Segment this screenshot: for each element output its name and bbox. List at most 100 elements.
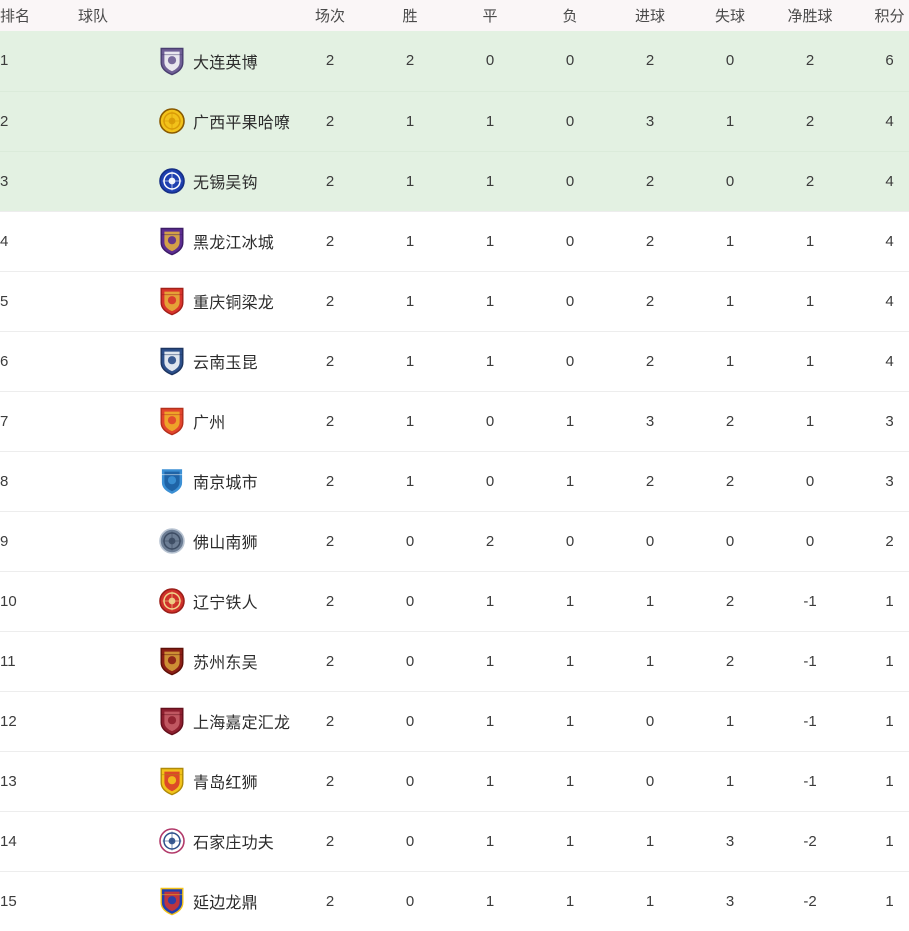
cell-draw: 0: [450, 450, 530, 511]
cell-goals-for: 1: [610, 870, 690, 931]
cell-goal-diff: -1: [770, 750, 850, 811]
cell-rank: 14: [0, 810, 78, 871]
table-row[interactable]: 13 青岛红狮 2 0 1 1 0 1 -1 1: [0, 750, 909, 811]
cell-draw: 1: [450, 270, 530, 331]
table-row[interactable]: 3 无锡吴钩 2 1 1 0 2 0 2 4: [0, 150, 909, 211]
cell-team[interactable]: 石家庄功夫: [78, 810, 290, 871]
cell-win: 0: [370, 630, 450, 691]
cell-win: 2: [370, 31, 450, 91]
header-draw[interactable]: 平: [450, 0, 530, 31]
table-body: 1 大连英博 2 2 0 0 2 0 2 6 2 广西平果哈嘹 2 1 1 0 3 1 2 4 3 无锡吴钩 2 1 1 0 2 0 2…: [0, 31, 909, 931]
team-name: 上海嘉定汇龙: [193, 715, 291, 732]
header-goals-against[interactable]: 失球: [690, 0, 770, 31]
cell-loss: 0: [530, 150, 610, 211]
shield-crest-purple-white-icon: [158, 46, 186, 76]
cell-played: 2: [290, 510, 370, 571]
header-played[interactable]: 场次: [290, 0, 370, 31]
cell-team[interactable]: 无锡吴钩: [78, 150, 290, 211]
cell-goals-for: 2: [610, 450, 690, 511]
cell-points: 4: [850, 270, 909, 331]
cell-goals-against: 1: [690, 750, 770, 811]
table-row[interactable]: 6 云南玉昆 2 1 1 0 2 1 1 4: [0, 330, 909, 391]
table-row[interactable]: 1 大连英博 2 2 0 0 2 0 2 6: [0, 31, 909, 91]
cell-team[interactable]: 大连英博: [78, 31, 290, 91]
cell-team[interactable]: 重庆铜梁龙: [78, 270, 290, 331]
cell-rank: 8: [0, 450, 78, 511]
cell-rank: 15: [0, 870, 78, 931]
table-row[interactable]: 11 苏州东吴 2 0 1 1 1 2 -1 1: [0, 630, 909, 691]
shield-crest-purple-gold-icon: [158, 226, 186, 256]
cell-draw: 1: [450, 150, 530, 211]
cell-goal-diff: 0: [770, 510, 850, 571]
cell-goal-diff: 1: [770, 330, 850, 391]
cell-win: 1: [370, 450, 450, 511]
cell-win: 1: [370, 90, 450, 151]
cell-draw: 1: [450, 690, 530, 751]
cell-draw: 0: [450, 31, 530, 91]
cell-goals-against: 0: [690, 31, 770, 91]
cell-team[interactable]: 广西平果哈嘹: [78, 90, 291, 151]
cell-played: 2: [290, 570, 370, 631]
cell-draw: 1: [450, 330, 530, 391]
table-row[interactable]: 7 广州 2 1 0 1 3 2 1 3: [0, 390, 909, 451]
header-loss[interactable]: 负: [530, 0, 610, 31]
cell-played: 2: [290, 270, 370, 331]
cell-goal-diff: 1: [770, 270, 850, 331]
cell-points: 3: [850, 450, 909, 511]
header-goals-for[interactable]: 进球: [610, 0, 690, 31]
cell-team[interactable]: 广州: [78, 390, 290, 451]
cell-points: 6: [850, 31, 909, 91]
cell-goals-for: 0: [610, 690, 690, 751]
cell-team[interactable]: 云南玉昆: [78, 330, 290, 391]
cell-team[interactable]: 黑龙江冰城: [78, 210, 290, 271]
cell-goals-against: 1: [690, 270, 770, 331]
cell-goal-diff: 1: [770, 210, 850, 271]
circle-crest-blue-icon: [158, 166, 186, 196]
cell-rank: 11: [0, 630, 78, 691]
cell-team[interactable]: 苏州东吴: [78, 630, 290, 691]
table-row[interactable]: 15 延边龙鼎 2 0 1 1 1 3 -2 1: [0, 870, 909, 931]
cell-rank: 4: [0, 210, 78, 271]
cell-draw: 0: [450, 390, 530, 451]
cell-team[interactable]: 佛山南狮: [78, 510, 290, 571]
cell-team[interactable]: 上海嘉定汇龙: [78, 690, 291, 751]
cell-goal-diff: -1: [770, 630, 850, 691]
header-goal-diff[interactable]: 净胜球: [770, 0, 850, 31]
cell-played: 2: [290, 210, 370, 271]
circle-crest-white-blue-icon: [158, 826, 186, 856]
cell-loss: 0: [530, 330, 610, 391]
team-name: 青岛红狮: [193, 775, 258, 792]
table-row[interactable]: 14 石家庄功夫 2 0 1 1 1 3 -2 1: [0, 810, 909, 871]
cell-played: 2: [290, 450, 370, 511]
cell-goal-diff: 2: [770, 31, 850, 91]
table-row[interactable]: 5 重庆铜梁龙 2 1 1 0 2 1 1 4: [0, 270, 909, 331]
cell-played: 2: [290, 630, 370, 691]
cell-loss: 0: [530, 90, 610, 151]
cell-draw: 1: [450, 570, 530, 631]
cell-team[interactable]: 辽宁铁人: [78, 570, 290, 631]
cell-rank: 12: [0, 690, 78, 751]
cell-goal-diff: 0: [770, 450, 850, 511]
cell-played: 2: [290, 330, 370, 391]
cell-team[interactable]: 青岛红狮: [78, 750, 290, 811]
cell-team[interactable]: 延边龙鼎: [78, 870, 290, 931]
cell-played: 2: [290, 750, 370, 811]
cell-goals-against: 0: [690, 510, 770, 571]
circle-crest-gold-icon: [158, 106, 186, 136]
table-row[interactable]: 8 南京城市 2 1 0 1 2 2 0 3: [0, 450, 909, 511]
table-row[interactable]: 2 广西平果哈嘹 2 1 1 0 3 1 2 4: [0, 90, 909, 151]
table-row[interactable]: 9 佛山南狮 2 0 2 0 0 0 0 2: [0, 510, 909, 571]
shield-crest-yellow-icon: [158, 766, 186, 796]
table-row[interactable]: 10 辽宁铁人 2 0 1 1 1 2 -1 1: [0, 570, 909, 631]
cell-loss: 0: [530, 510, 610, 571]
table-row[interactable]: 4 黑龙江冰城 2 1 1 0 2 1 1 4: [0, 210, 909, 271]
header-win[interactable]: 胜: [370, 0, 450, 31]
cell-team[interactable]: 南京城市: [78, 450, 290, 511]
team-name: 广西平果哈嘹: [193, 115, 291, 132]
table-row[interactable]: 12 上海嘉定汇龙 2 0 1 1 0 1 -1 1: [0, 690, 909, 751]
header-team[interactable]: 球队: [78, 0, 290, 31]
cell-goals-against: 1: [690, 90, 770, 151]
header-rank[interactable]: 排名: [0, 0, 78, 31]
header-points[interactable]: 积分: [850, 0, 909, 31]
cell-loss: 1: [530, 630, 610, 691]
